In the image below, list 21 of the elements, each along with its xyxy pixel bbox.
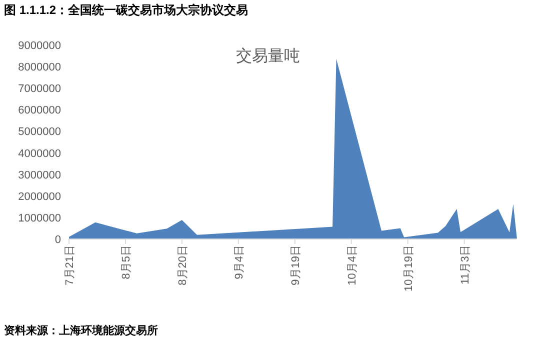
text: 资料来源：上海环境能源交易所 [4, 324, 158, 337]
x-tick-label: 8月20日 [176, 245, 189, 286]
x-tick-label: 9月19日 [290, 245, 302, 286]
x-tick-label: 10月19日 [402, 245, 415, 292]
y-tick-label: 3000000 [18, 169, 61, 182]
y-tick-label: 1000000 [18, 212, 61, 224]
y-tick-label: 7000000 [18, 83, 61, 96]
x-tick-label: 9月4日 [233, 245, 246, 280]
y-tick-label: 9000000 [18, 40, 61, 52]
y-tick-label: 5000000 [18, 126, 61, 138]
y-tick-label: 6000000 [18, 104, 61, 117]
chart-subtitle: 交易量吨 [236, 47, 300, 65]
x-tick-label: 11月3日 [459, 245, 472, 285]
x-tick-label: 10月4日 [346, 245, 358, 286]
y-tick-label: 0 [54, 234, 61, 246]
y-tick-label: 2000000 [18, 190, 61, 203]
chart-title: 图 1.1.1.2：全国统一碳交易市场大宗协议交易 [4, 3, 248, 17]
y-tick-label: 8000000 [18, 62, 61, 74]
y-tick-label: 4000000 [18, 148, 61, 160]
x-tick-label: 8月5日 [120, 245, 132, 280]
x-tick-label: 7月21日 [64, 245, 76, 286]
